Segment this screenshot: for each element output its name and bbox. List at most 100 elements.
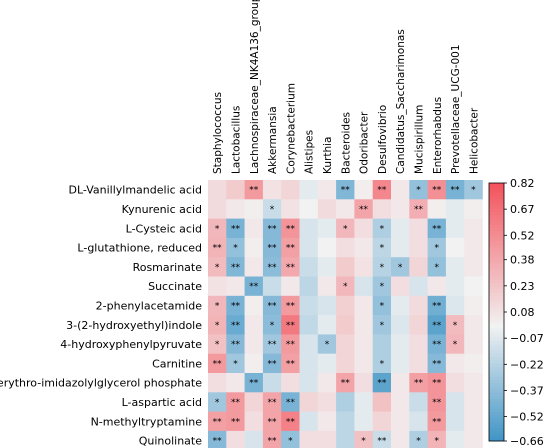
significance-marker: ** xyxy=(286,398,296,408)
heatmap-cell xyxy=(317,276,337,297)
colorbar-segment xyxy=(489,253,504,258)
heatmap-cell xyxy=(336,180,355,200)
significance-marker: ** xyxy=(268,398,278,408)
colorbar-segment xyxy=(489,299,504,303)
heatmap-cell xyxy=(244,315,264,335)
heatmap-cell xyxy=(226,373,245,393)
significance-marker: ** xyxy=(286,263,296,273)
heatmap-cell xyxy=(244,199,264,219)
row-label: DL-Vanillylmandelic acid xyxy=(68,184,202,197)
column-label: Mucispirillum xyxy=(413,105,425,174)
heatmap-cell xyxy=(427,237,447,258)
heatmap-cell xyxy=(354,257,373,277)
significance-marker: ** xyxy=(432,321,442,331)
heatmap-cell xyxy=(281,218,300,239)
significance-marker: * xyxy=(215,224,220,234)
column-label: Desulfovibrio xyxy=(377,105,389,174)
significance-marker: ** xyxy=(432,301,442,311)
significance-marker: * xyxy=(215,301,220,311)
colorbar-segment xyxy=(489,370,504,374)
colorbar-segment xyxy=(489,305,504,310)
heatmap-cell xyxy=(299,315,319,335)
colorbar-segment xyxy=(489,202,504,206)
significance-marker: * xyxy=(453,321,458,331)
heatmap-cell xyxy=(336,295,355,316)
heatmap-cell xyxy=(208,353,227,374)
heatmap-cell xyxy=(409,257,428,277)
colorbar-tick-label: 0.38 xyxy=(510,254,535,267)
colorbar-segment xyxy=(489,344,504,348)
heatmap-cell xyxy=(354,315,373,335)
significance-marker: ** xyxy=(213,359,223,369)
heatmap-cell xyxy=(391,276,410,297)
colorbar-segment xyxy=(489,224,504,229)
heatmap-cell xyxy=(262,237,282,258)
heatmap-cell xyxy=(299,180,319,200)
column-label: Candidatus_Saccharimonas xyxy=(395,29,407,174)
significance-marker: * xyxy=(288,437,293,447)
heatmap-cell xyxy=(262,392,282,412)
colorbar-segment xyxy=(489,350,504,355)
significance-marker: * xyxy=(215,321,220,331)
heatmap-cell xyxy=(391,353,410,374)
heatmap-cell xyxy=(354,411,373,432)
heatmap-cell xyxy=(427,276,447,297)
heatmap-cell xyxy=(299,430,319,448)
heatmap-cell xyxy=(262,353,282,374)
heatmap-cell xyxy=(409,373,428,393)
heatmap-cell xyxy=(281,199,300,219)
colorbar-segment xyxy=(489,234,504,239)
heatmap-cell xyxy=(281,237,300,258)
significance-marker: * xyxy=(343,282,348,292)
colorbar-tick-label: −0.22 xyxy=(510,358,544,371)
significance-marker: ** xyxy=(213,417,223,427)
heatmap-cell xyxy=(262,373,282,393)
heatmap-cell xyxy=(208,430,227,448)
significance-marker: ** xyxy=(286,359,296,369)
significance-marker: ** xyxy=(286,244,296,254)
heatmap-cell xyxy=(372,373,392,393)
colorbar-segment xyxy=(489,241,504,245)
heatmap-cell xyxy=(281,257,300,277)
heatmap-cell xyxy=(372,392,392,412)
significance-marker: ** xyxy=(377,379,387,389)
significance-marker: * xyxy=(435,437,440,447)
significance-marker: ** xyxy=(231,301,241,311)
significance-marker: * xyxy=(343,224,348,234)
heatmap-cell xyxy=(354,199,373,219)
heatmap-cell xyxy=(317,315,337,335)
heatmap-cell xyxy=(354,218,373,239)
heatmap-cell xyxy=(427,353,447,374)
row-labels: DL-Vanillylmandelic acid Kynurenic acid L-… xyxy=(0,184,202,448)
heatmap-cell xyxy=(317,218,337,239)
heatmap-cell xyxy=(317,392,337,412)
heatmap-cell xyxy=(208,237,227,258)
colorbar-segment xyxy=(489,286,504,290)
heatmap-cell xyxy=(299,295,319,316)
heatmap-cell xyxy=(208,334,227,354)
heatmap-cell xyxy=(317,411,337,432)
significance-marker: ** xyxy=(432,340,442,350)
colorbar-tick-label: 0.23 xyxy=(510,280,535,293)
heatmap-cell xyxy=(208,315,227,335)
significance-marker: * xyxy=(380,282,385,292)
colorbar-segment xyxy=(489,237,504,242)
column-label: Alistipes xyxy=(304,130,316,174)
significance-marker: ** xyxy=(249,186,259,196)
colorbar-segment xyxy=(489,399,504,403)
significance-marker: * xyxy=(215,340,220,350)
heatmap-cell xyxy=(409,430,428,448)
heatmap-cell xyxy=(464,392,483,412)
heatmap-cell xyxy=(372,199,392,219)
colorbar-tick-label: −0.37 xyxy=(510,384,544,397)
heatmap-cell xyxy=(354,430,373,448)
heatmap-cell xyxy=(464,315,483,335)
heatmap-cell xyxy=(372,353,392,374)
significance-marker: * xyxy=(233,244,238,254)
heatmap-cell xyxy=(317,353,337,374)
colorbar-segment xyxy=(489,315,504,319)
heatmap-cell xyxy=(262,180,282,200)
colorbar-segment xyxy=(489,347,504,352)
heatmap-cell xyxy=(354,180,373,200)
